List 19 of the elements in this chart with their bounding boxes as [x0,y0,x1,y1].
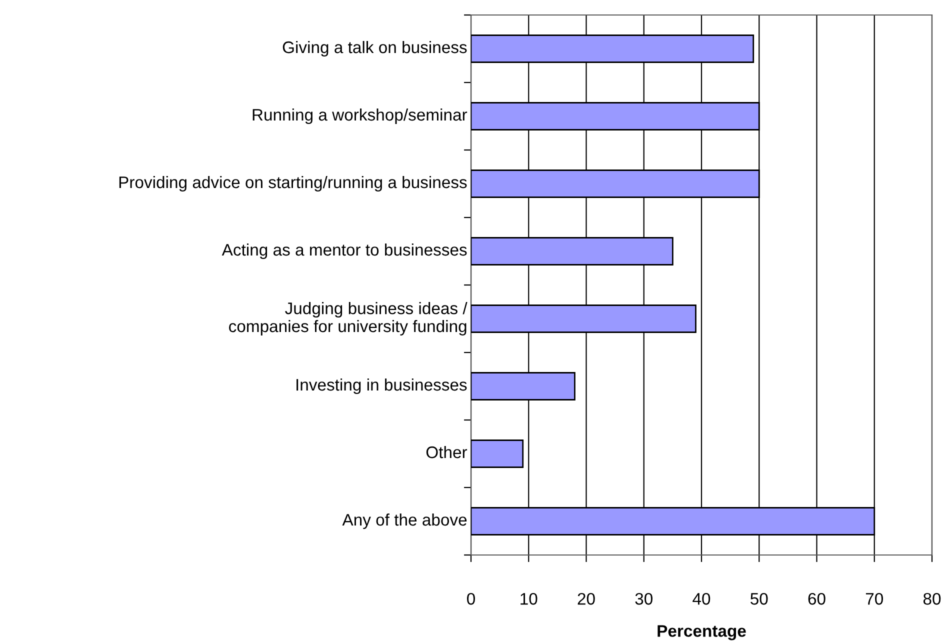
y-tick-label: Running a workshop/seminar [252,108,468,124]
y-tick-label: Investing in businesses [296,378,467,394]
x-tick-label: 10 [520,592,538,605]
x-tick-label: 30 [635,592,652,605]
y-tick-label: Any of the above [342,513,467,530]
x-tick-label: 0 [467,592,475,605]
bar [471,440,524,468]
y-tick-label: Judging business ideas / companies for university funding [229,302,468,336]
x-tick-label: 40 [692,592,710,605]
x-tick-label: 60 [808,592,826,605]
x-tick-label: 80 [923,592,941,605]
y-tick-label: Other [426,446,468,458]
y-tick-label: Giving a talk on business [282,40,467,57]
x-tick-label: 50 [750,592,768,605]
x-axis-title: Percentage [658,625,746,640]
x-tick-label: 70 [866,592,883,605]
x-tick-label: 20 [578,592,595,605]
y-tick-label: Providing advice on starting/running a business [119,176,467,192]
y-tick-label: Acting as a mentor to businesses [222,243,467,260]
